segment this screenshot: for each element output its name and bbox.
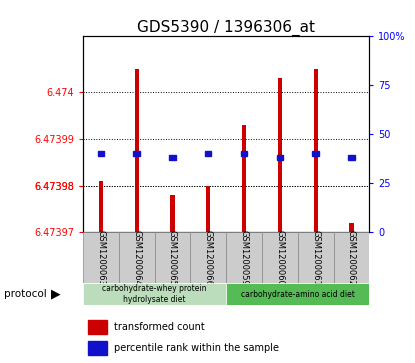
Bar [278,78,282,232]
Bar [226,232,262,283]
Bar [241,151,247,156]
Bar [134,69,139,232]
Bar [190,232,226,283]
Bar [277,155,283,160]
Text: carbohydrate-whey protein
hydrolysate diet: carbohydrate-whey protein hydrolysate di… [103,284,207,304]
Bar [169,155,176,160]
Bar [298,232,334,283]
Text: GSM1200064: GSM1200064 [132,230,141,286]
Bar [170,195,175,232]
Text: GSM1200065: GSM1200065 [168,230,177,286]
Bar [88,320,107,334]
Bar [119,232,155,283]
Bar [349,223,354,232]
Text: percentile rank within the sample: percentile rank within the sample [114,343,278,353]
Bar [88,341,107,355]
Bar [155,232,190,283]
Bar [206,185,210,232]
Text: GSM1200061: GSM1200061 [311,230,320,286]
Text: GSM1200059: GSM1200059 [239,230,249,286]
Bar [99,181,103,232]
Bar [313,69,318,232]
Bar [83,232,119,283]
Bar [134,151,140,156]
Bar [262,232,298,283]
Title: GDS5390 / 1396306_at: GDS5390 / 1396306_at [137,20,315,36]
Bar [98,151,104,156]
Text: protocol: protocol [4,289,47,299]
Bar [348,155,355,160]
Bar [334,232,369,283]
Bar [226,283,369,305]
Text: GSM1200060: GSM1200060 [276,230,284,286]
Bar [83,283,226,305]
Bar [312,151,319,156]
Text: carbohydrate-amino acid diet: carbohydrate-amino acid diet [241,290,355,298]
Text: ▶: ▶ [51,287,61,301]
Text: transformed count: transformed count [114,322,204,332]
Text: GSM1200066: GSM1200066 [204,230,213,286]
Text: GSM1200062: GSM1200062 [347,230,356,286]
Bar [242,125,246,232]
Text: GSM1200063: GSM1200063 [96,230,105,286]
Bar [205,151,212,156]
